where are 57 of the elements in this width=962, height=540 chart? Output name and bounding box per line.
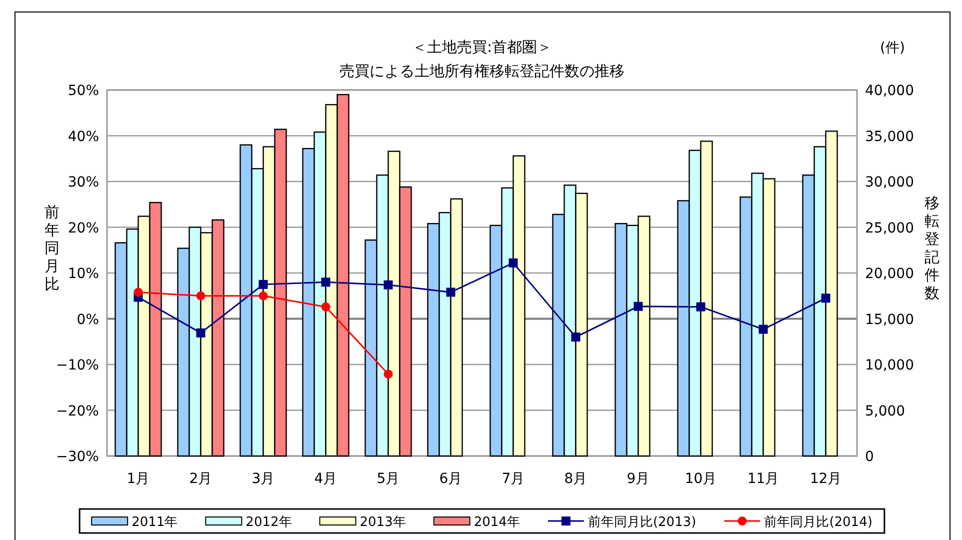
x-tick-label: 9月 (626, 471, 650, 487)
y2-tick-label: 20,000 (865, 266, 914, 282)
x-tick-label: 5月 (376, 471, 400, 487)
y-tick-label: 10% (68, 266, 99, 282)
y2-tick-label: 35,000 (865, 128, 914, 145)
point (196, 291, 206, 300)
point (258, 280, 268, 289)
y-tick-label: 30% (68, 174, 99, 190)
text: (件) (880, 40, 905, 56)
point (821, 294, 830, 303)
point (258, 291, 268, 300)
y2-axis-title: 移転登記件数 (924, 194, 940, 302)
x-tick-label: 3月 (252, 471, 275, 487)
legend-label: 2013年 (360, 515, 406, 530)
legend-label: 前年同月比(2014) (764, 515, 872, 530)
legend-label: 2012年 (246, 515, 292, 530)
legend-label: 2014年 (474, 515, 520, 530)
chart-subtitle: 売買による土地所有権移転登記件数の推移 (340, 62, 624, 80)
x-tick-label: 8月 (564, 471, 588, 487)
y2-tick-label: 15,000 (865, 312, 914, 328)
y-tick-label: 20% (68, 220, 99, 236)
point (321, 278, 330, 287)
legend-label: 前年同月比(2013) (588, 515, 696, 530)
x-tick-label: 12月 (810, 471, 842, 487)
point (134, 288, 143, 297)
x-tick-label: 1月 (126, 471, 150, 487)
point (696, 302, 706, 312)
point (196, 328, 206, 338)
x-tick-label: 6月 (439, 471, 462, 487)
x-tick-label: 7月 (502, 471, 525, 487)
y-tick-label: −20% (56, 403, 99, 420)
point (384, 370, 393, 379)
y2-tick-label: 0 (865, 449, 874, 465)
x-tick-label: 2月 (189, 471, 212, 487)
y-axis-title: 前年同月比 (44, 203, 60, 293)
y-tick-label: −30% (56, 449, 99, 465)
x-tick-label: 11月 (747, 471, 780, 487)
point (384, 280, 393, 290)
point (321, 302, 330, 312)
point (508, 258, 518, 268)
y2-tick-label: 40,000 (865, 83, 914, 99)
point (758, 324, 768, 334)
point (571, 332, 580, 342)
y2-tick-label: 25,000 (865, 220, 914, 236)
y2-tick-label: 5,000 (865, 403, 906, 420)
x-tick-label: 10月 (684, 471, 717, 487)
y-tick-label: 50% (68, 83, 99, 99)
point (634, 302, 643, 311)
y2-tick-label: 30,000 (865, 174, 914, 190)
y-tick-label: 40% (68, 128, 99, 145)
point (446, 288, 456, 297)
y-tick-label: −10% (56, 358, 99, 374)
x-tick-label: 4月 (314, 471, 338, 487)
chart-title: ＜土地売買:首都圏＞ (412, 38, 552, 56)
y2-tick-label: 10,000 (865, 358, 914, 374)
legend-label: 2011年 (132, 515, 178, 530)
y-tick-label: 0% (76, 312, 99, 328)
